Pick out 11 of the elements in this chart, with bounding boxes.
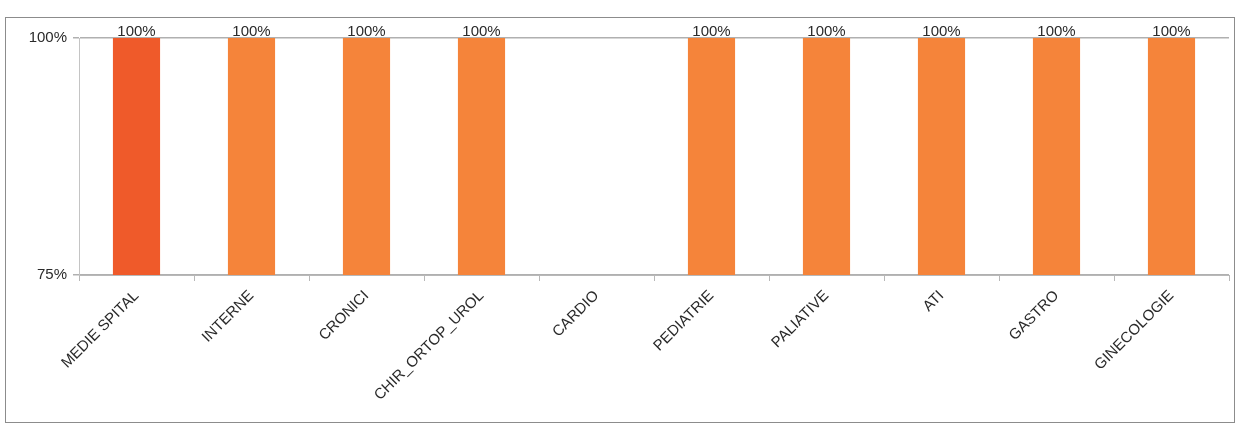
data-label: 100% — [347, 21, 386, 39]
data-label: 100% — [807, 21, 846, 39]
data-label: 100% — [232, 21, 271, 39]
data-label: 100% — [462, 21, 501, 39]
data-label: 100% — [692, 21, 731, 39]
data-label: 100% — [117, 21, 156, 39]
data-label: 100% — [922, 21, 961, 39]
data-label: 100% — [1037, 21, 1076, 39]
x-tick-label: ATI — [918, 286, 947, 315]
y-tick-label: 75% — [36, 265, 67, 283]
data-label: 100% — [1152, 21, 1191, 39]
